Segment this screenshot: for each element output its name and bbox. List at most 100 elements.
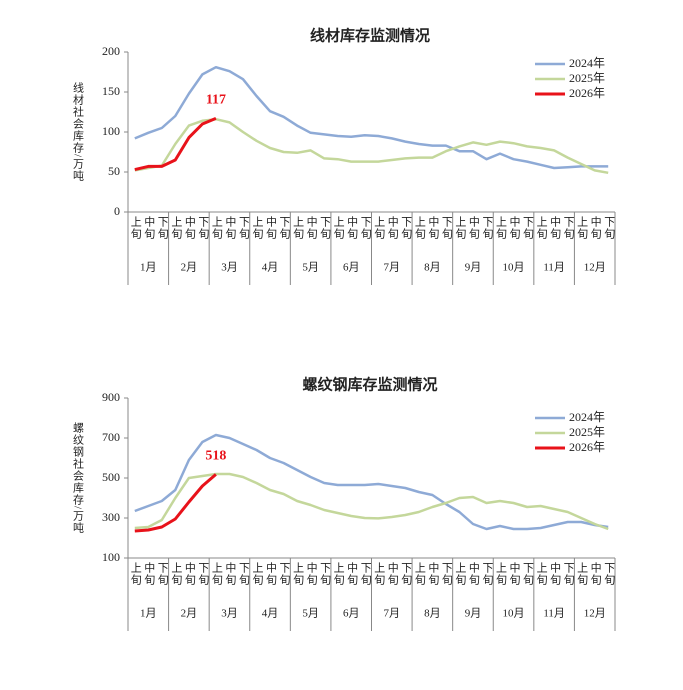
x-tick-label: 中旬: [549, 562, 562, 586]
x-tick-label: 上旬: [170, 216, 183, 240]
y-axis-label: 螺纹钢社会库存/万吨: [71, 422, 84, 534]
month-label: 11月: [543, 608, 565, 620]
x-tick-label: 中旬: [508, 562, 521, 586]
x-tick-label: 上旬: [576, 216, 589, 240]
y-tick-label: 100: [102, 124, 120, 138]
month-label: 5月: [302, 608, 319, 620]
x-tick-label: 下旬: [440, 562, 453, 586]
y-tick-label: 100: [102, 550, 120, 564]
x-tick-label: 上旬: [332, 216, 345, 240]
x-tick-label: 上旬: [170, 562, 183, 586]
x-tick-label: 上旬: [494, 562, 507, 586]
month-label: 10月: [503, 262, 525, 274]
chart-title: 螺纹钢库存监测情况: [302, 375, 437, 393]
x-tick-label: 下旬: [603, 562, 616, 586]
x-tick-label: 中旬: [508, 216, 521, 240]
x-tick-label: 上旬: [373, 216, 386, 240]
legend-label: 2024年: [569, 56, 605, 70]
x-tick-label: 下旬: [197, 216, 210, 240]
series-line: [134, 65, 609, 170]
month-label: 6月: [343, 262, 360, 274]
x-tick-label: 上旬: [413, 216, 426, 240]
x-tick-label: 上旬: [292, 562, 305, 586]
y-tick-label: 500: [102, 470, 120, 484]
x-tick-label: 中旬: [549, 216, 562, 240]
x-tick-label: 中旬: [265, 562, 278, 586]
x-tick-label: 下旬: [359, 562, 372, 586]
x-tick-label: 中旬: [589, 216, 602, 240]
x-tick-label: 下旬: [522, 216, 535, 240]
x-tick-label: 上旬: [251, 216, 264, 240]
chart-title: 线材库存监测情况: [310, 26, 430, 44]
legend-label: 2026年: [569, 86, 605, 100]
x-tick-label: 下旬: [278, 216, 291, 240]
x-tick-label: 中旬: [305, 562, 318, 586]
x-tick-label: 下旬: [481, 562, 494, 586]
x-tick-label: 中旬: [346, 216, 359, 240]
x-tick-label: 下旬: [562, 216, 575, 240]
month-label: 1月: [140, 608, 157, 620]
x-tick-label: 下旬: [237, 216, 250, 240]
y-tick-label: 200: [102, 44, 120, 58]
x-tick-label: 中旬: [143, 216, 156, 240]
month-label: 9月: [465, 608, 482, 620]
series-line: [134, 472, 609, 531]
x-tick-label: 中旬: [589, 562, 602, 586]
series-line: [134, 433, 609, 531]
month-label: 3月: [221, 262, 238, 274]
month-label: 4月: [262, 262, 279, 274]
y-tick-label: 700: [102, 430, 120, 444]
x-tick-label: 中旬: [265, 216, 278, 240]
x-tick-label: 上旬: [251, 562, 264, 586]
month-label: 5月: [302, 262, 319, 274]
month-label: 8月: [424, 608, 441, 620]
month-label: 2月: [181, 608, 198, 620]
x-tick-label: 中旬: [427, 216, 440, 240]
x-tick-label: 下旬: [440, 216, 453, 240]
x-tick-label: 上旬: [129, 562, 142, 586]
month-label: 7月: [384, 608, 401, 620]
legend-label: 2026年: [569, 440, 605, 454]
y-tick-label: 0: [114, 204, 120, 218]
legend-label: 2025年: [569, 71, 605, 85]
x-tick-label: 下旬: [522, 562, 535, 586]
x-tick-label: 下旬: [359, 216, 372, 240]
x-tick-label: 上旬: [454, 216, 467, 240]
x-tick-label: 中旬: [467, 562, 480, 586]
x-tick-label: 中旬: [427, 562, 440, 586]
x-tick-label: 上旬: [576, 562, 589, 586]
month-label: 7月: [384, 262, 401, 274]
x-tick-label: 上旬: [210, 562, 223, 586]
month-label: 11月: [543, 262, 565, 274]
x-tick-label: 中旬: [386, 562, 399, 586]
month-label: 9月: [465, 262, 482, 274]
month-label: 12月: [584, 608, 606, 620]
month-label: 8月: [424, 262, 441, 274]
month-label: 2月: [181, 262, 198, 274]
data-label: 518: [205, 449, 226, 464]
data-label: 117: [206, 93, 226, 108]
x-tick-label: 中旬: [224, 562, 237, 586]
x-tick-label: 下旬: [400, 216, 413, 240]
month-label: 12月: [584, 262, 606, 274]
x-tick-label: 下旬: [319, 216, 332, 240]
x-tick-label: 下旬: [603, 216, 616, 240]
x-tick-label: 上旬: [494, 216, 507, 240]
x-tick-label: 中旬: [143, 562, 156, 586]
x-tick-label: 中旬: [305, 216, 318, 240]
x-tick-label: 中旬: [467, 216, 480, 240]
x-tick-label: 下旬: [278, 562, 291, 586]
month-label: 6月: [343, 608, 360, 620]
x-tick-label: 上旬: [210, 216, 223, 240]
month-label: 3月: [221, 608, 238, 620]
x-tick-label: 上旬: [454, 562, 467, 586]
x-tick-label: 中旬: [386, 216, 399, 240]
y-tick-label: 900: [102, 390, 120, 404]
x-tick-label: 下旬: [156, 562, 169, 586]
x-tick-label: 下旬: [319, 562, 332, 586]
series-line: [134, 117, 217, 172]
x-tick-label: 上旬: [292, 216, 305, 240]
x-tick-label: 下旬: [400, 562, 413, 586]
x-tick-label: 中旬: [183, 216, 196, 240]
